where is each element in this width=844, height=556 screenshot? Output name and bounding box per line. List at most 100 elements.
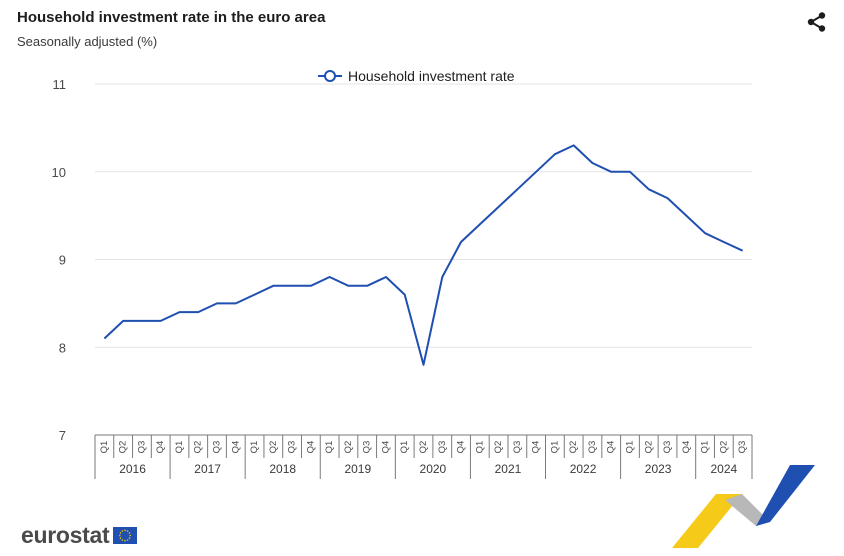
x-quarter-label: Q3: [212, 441, 223, 454]
x-quarter-label: Q4: [531, 441, 542, 454]
flag-star: [121, 539, 124, 541]
x-quarter-label: Q4: [230, 441, 241, 454]
x-year-label: 2022: [570, 462, 597, 476]
series-line-path: [103, 144, 744, 366]
x-quarter-label: Q1: [549, 441, 560, 454]
data-point[interactable]: [344, 282, 352, 290]
x-quarter-label: Q3: [437, 441, 448, 454]
logo-text: eurostat: [21, 522, 110, 548]
x-quarter-label: Q3: [512, 441, 523, 454]
x-quarter-label: Q2: [418, 441, 429, 454]
data-point[interactable]: [457, 238, 465, 246]
share-icon[interactable]: [806, 11, 828, 33]
x-quarter-label: Q2: [568, 441, 579, 454]
x-quarter-label: Q3: [587, 441, 598, 454]
x-quarter-label: Q1: [249, 441, 260, 454]
flag-star: [129, 537, 131, 539]
x-year-label: 2019: [344, 462, 371, 476]
brand-blue-stripe: [756, 465, 815, 526]
x-quarter-label: Q4: [456, 441, 467, 454]
legend[interactable]: Household investment rate: [318, 68, 515, 84]
data-point[interactable]: [119, 317, 127, 325]
data-point[interactable]: [326, 273, 334, 281]
x-quarter-label: Q4: [681, 441, 692, 454]
brand-grey-stripe: [725, 494, 770, 526]
data-point[interactable]: [420, 361, 428, 369]
y-axis-ticks: 7 8 9 10 11: [52, 77, 66, 443]
data-point[interactable]: [382, 273, 390, 281]
data-point[interactable]: [307, 282, 315, 290]
x-axis: Q1 Q2 Q3 Q4 Q1 Q2 Q3 Q4 Q1 Q2 Q3 Q4 Q1 Q2 Q3 Q4 Q1 Q2 Q3 Q4…: [94, 434, 753, 479]
data-point[interactable]: [363, 282, 371, 290]
x-year-label: 2018: [269, 462, 296, 476]
y-tick-label: 8: [59, 340, 66, 355]
x-quarter-label: Q1: [399, 441, 410, 454]
y-tick-label: 9: [59, 253, 66, 268]
x-quarter-label: Q3: [662, 441, 673, 454]
flag-star: [127, 530, 129, 532]
y-tick-label: 10: [52, 165, 66, 180]
x-quarter-label: Q1: [624, 441, 635, 454]
data-point[interactable]: [682, 212, 690, 220]
x-quarter-label: Q2: [493, 441, 504, 454]
data-point[interactable]: [476, 220, 484, 228]
x-year-label: 2017: [194, 462, 221, 476]
data-point[interactable]: [401, 291, 409, 299]
data-point[interactable]: [232, 299, 240, 307]
x-quarter-label: Q4: [380, 441, 391, 454]
data-point[interactable]: [570, 141, 578, 149]
data-point[interactable]: [645, 185, 653, 193]
data-point[interactable]: [288, 282, 296, 290]
data-point[interactable]: [626, 168, 634, 176]
data-point[interactable]: [495, 203, 503, 211]
x-quarter-label: Q1: [474, 441, 485, 454]
flag-star: [124, 539, 127, 542]
data-point[interactable]: [551, 150, 559, 158]
data-point[interactable]: [194, 308, 202, 316]
data-point[interactable]: [739, 247, 747, 255]
y-tick-label: 11: [53, 77, 67, 92]
data-point[interactable]: [269, 282, 277, 290]
x-quarter-label: Q1: [99, 441, 110, 454]
data-point[interactable]: [532, 168, 540, 176]
data-point[interactable]: [664, 194, 672, 202]
eu-flag-icon: [113, 527, 138, 544]
legend-marker: [324, 70, 336, 82]
x-quarter-label: Q1: [700, 441, 711, 454]
chart-title: Household investment rate in the euro ar…: [17, 9, 326, 26]
data-point[interactable]: [100, 334, 108, 342]
x-quarter-label: Q2: [268, 441, 279, 454]
y-tick-label: 7: [59, 428, 66, 443]
series-line: [100, 141, 747, 369]
x-year-label: 2023: [645, 462, 672, 476]
x-year-label: 2020: [420, 462, 447, 476]
data-point[interactable]: [438, 273, 446, 281]
x-year-label: 2024: [710, 462, 737, 476]
data-point[interactable]: [175, 308, 183, 316]
data-point[interactable]: [588, 159, 596, 167]
flag-star: [129, 534, 132, 537]
data-point[interactable]: [513, 185, 521, 193]
data-point[interactable]: [157, 317, 165, 325]
x-quarter-label: Q2: [643, 441, 654, 454]
flag-star: [129, 532, 131, 534]
data-point[interactable]: [251, 291, 259, 299]
data-point[interactable]: [607, 168, 615, 176]
flag-star: [121, 530, 124, 532]
brand-decoration: [672, 465, 815, 548]
x-quarter-label: Q1: [324, 441, 335, 454]
x-quarter-label: Q3: [136, 441, 147, 454]
x-quarter-label: Q3: [737, 441, 748, 454]
flag-star: [120, 537, 122, 539]
flag-star: [119, 534, 121, 537]
data-point[interactable]: [720, 238, 728, 246]
x-quarter-label: Q2: [118, 441, 129, 454]
x-quarter-label: Q2: [193, 441, 204, 454]
data-point[interactable]: [701, 229, 709, 237]
data-point[interactable]: [138, 317, 146, 325]
brand-yellow-stripe: [672, 494, 742, 548]
x-quarter-label: Q4: [155, 441, 166, 454]
flag-star: [127, 539, 129, 541]
data-point[interactable]: [213, 299, 221, 307]
chart-subtitle: Seasonally adjusted (%): [17, 34, 158, 49]
